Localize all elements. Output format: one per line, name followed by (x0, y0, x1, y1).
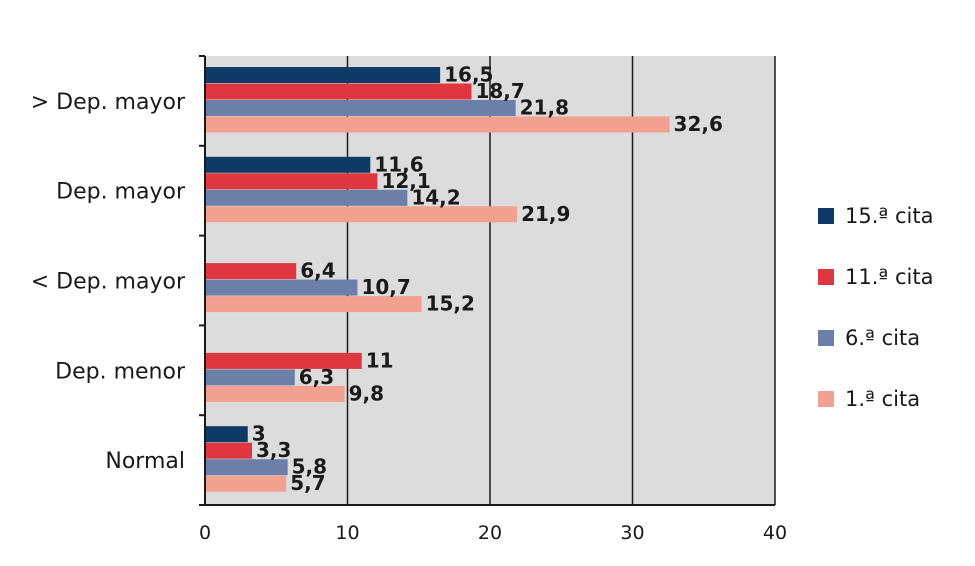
data-label: 11,6 (374, 152, 423, 176)
data-label: 11 (366, 348, 394, 372)
bar (205, 369, 295, 386)
data-label: 14,2 (411, 185, 460, 209)
data-label: 12,1 (381, 169, 430, 193)
data-label: 5,7 (290, 471, 325, 495)
legend-swatch (818, 208, 834, 224)
legend-label: 1.ª cita (845, 387, 920, 411)
x-tick-label: 10 (335, 522, 359, 544)
legend: 15.ª cita 11.ª cita 6.ª cita 1.ª cita (818, 204, 933, 411)
category-label: Dep. menor (55, 359, 186, 384)
bar (205, 173, 378, 190)
x-tick-label: 30 (620, 522, 644, 544)
data-label: 3 (252, 422, 266, 446)
bar (205, 67, 441, 83)
bar (205, 459, 288, 476)
legend-swatch (818, 391, 834, 407)
category-label: Normal (105, 449, 185, 474)
data-label: 16,5 (444, 63, 493, 87)
x-tick-label: 0 (199, 522, 211, 544)
legend-swatch (818, 269, 834, 285)
bar (205, 279, 358, 296)
bar (205, 352, 362, 369)
x-tick-label: 40 (763, 522, 787, 544)
data-label: 9,8 (349, 381, 384, 405)
data-label: 32,6 (674, 112, 723, 136)
data-label: 21,8 (520, 96, 569, 120)
category-label: > Dep. mayor (31, 90, 186, 115)
x-tick-label: 20 (478, 522, 502, 544)
bars (205, 67, 670, 492)
data-label: 5,8 (292, 455, 327, 479)
legend-swatch (818, 330, 834, 346)
bar (205, 385, 345, 402)
y-axis-ticks (199, 55, 205, 506)
bar (205, 426, 248, 443)
bar (205, 206, 518, 223)
bar (205, 83, 472, 100)
bar (205, 442, 253, 459)
data-label: 15,2 (426, 292, 475, 316)
data-label: 18,7 (475, 79, 524, 103)
legend-label: 15.ª cita (845, 204, 933, 228)
bar (205, 100, 516, 116)
bar (205, 475, 287, 492)
x-axis-ticks: 0 10 20 30 40 (199, 522, 787, 544)
data-label: 10,7 (361, 275, 410, 299)
category-labels: > Dep. mayor Dep. mayor < Dep. mayor Dep. m… (31, 90, 186, 474)
legend-label: 11.ª cita (845, 265, 933, 289)
data-label: 6,3 (299, 365, 334, 389)
data-label: 21,9 (521, 202, 570, 226)
data-label: 6,4 (300, 259, 335, 283)
bar (205, 263, 297, 280)
bar (205, 156, 371, 173)
data-labels: 16,518,721,8 32,6 11,612,114,2 21,9 6,4 10,7 1… (252, 63, 723, 496)
bar (205, 116, 670, 133)
legend-label: 6.ª cita (845, 326, 920, 350)
bar (205, 296, 422, 313)
data-label: 3,3 (256, 438, 291, 462)
category-label: < Dep. mayor (31, 270, 186, 295)
category-label: Dep. mayor (56, 180, 186, 205)
bar (205, 189, 408, 206)
